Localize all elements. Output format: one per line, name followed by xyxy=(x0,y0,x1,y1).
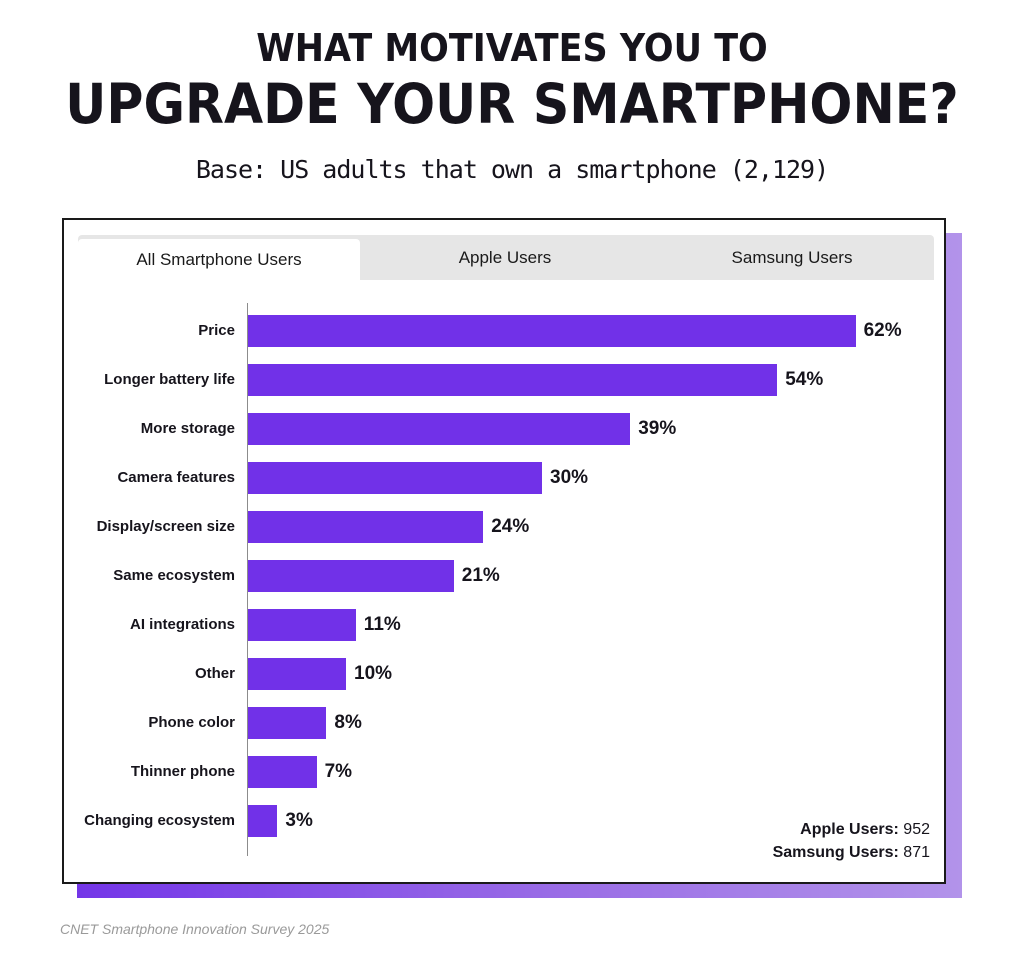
category-label: Changing ecosystem xyxy=(84,812,235,829)
bar xyxy=(248,609,356,641)
sample-counts: Apple Users: 952 Samsung Users: 871 xyxy=(773,818,930,864)
bar-row: Changing ecosystem 3% xyxy=(64,805,944,837)
category-label: Display/screen size xyxy=(96,518,235,535)
bar-row: Thinner phone 7% xyxy=(64,756,944,788)
value-label: 62% xyxy=(863,320,902,341)
bar-row: Same ecosystem 21% xyxy=(64,560,944,592)
bar-row: Camera features 30% xyxy=(64,462,944,494)
title-line-1: WHAT MOTIVATES YOU TO xyxy=(256,26,768,70)
bar xyxy=(248,560,454,592)
bar-row: Phone color 8% xyxy=(64,707,944,739)
bar xyxy=(248,413,631,445)
category-label: More storage xyxy=(140,420,235,437)
samsung-count-label: Samsung Users: xyxy=(772,844,899,861)
value-label: 54% xyxy=(785,369,824,390)
value-label: 11% xyxy=(363,614,401,635)
bar xyxy=(248,364,778,396)
value-label: 3% xyxy=(285,810,313,831)
bar-row: Longer battery life 54% xyxy=(64,364,944,396)
category-label: Thinner phone xyxy=(130,763,235,780)
bar xyxy=(248,511,484,543)
tab-apple-users[interactable]: Apple Users xyxy=(458,247,552,267)
category-label: Longer battery life xyxy=(104,371,235,388)
category-label: Same ecosystem xyxy=(113,567,235,584)
value-label: 30% xyxy=(550,467,589,488)
bar-row: More storage 39% xyxy=(64,413,944,445)
subtitle: Base: US adults that own a smartphone (2… xyxy=(195,155,829,184)
apple-count-value: 952 xyxy=(903,821,930,838)
title-line-2: UPGRADE YOUR SMARTPHONE? xyxy=(65,72,959,136)
value-label: 21% xyxy=(461,565,500,586)
value-label: 8% xyxy=(334,712,362,733)
bar xyxy=(248,805,278,837)
category-label: Camera features xyxy=(117,469,235,486)
value-label: 10% xyxy=(354,663,393,684)
bar xyxy=(248,658,346,690)
bar-row: Other 10% xyxy=(64,658,944,690)
tab-samsung-users[interactable]: Samsung Users xyxy=(731,247,853,267)
bar xyxy=(248,756,317,788)
samsung-count-value: 871 xyxy=(903,844,930,861)
category-label: Price xyxy=(198,322,235,339)
tab-bar: All Smartphone Users Apple Users Samsung… xyxy=(78,235,934,280)
apple-count-label: Apple Users: xyxy=(800,821,899,838)
category-label: AI integrations xyxy=(129,616,235,633)
bar xyxy=(248,707,327,739)
tab-all-smartphone-users[interactable]: All Smartphone Users xyxy=(78,239,360,280)
category-label: Phone color xyxy=(148,714,235,731)
bar xyxy=(248,315,856,347)
bar-row: Price 62% xyxy=(64,315,944,347)
category-label: Other xyxy=(194,665,235,682)
bar-row: AI integrations 11% xyxy=(64,609,944,641)
value-label: 39% xyxy=(638,418,677,439)
value-label: 7% xyxy=(324,761,353,782)
source-note: CNET Smartphone Innovation Survey 2025 xyxy=(60,921,330,937)
bar xyxy=(248,462,542,494)
bar-row: Display/screen size 24% xyxy=(64,511,944,543)
y-axis-line xyxy=(247,303,248,856)
chart-card: All Smartphone Users Apple Users Samsung… xyxy=(62,218,946,884)
value-label: 24% xyxy=(491,516,530,537)
